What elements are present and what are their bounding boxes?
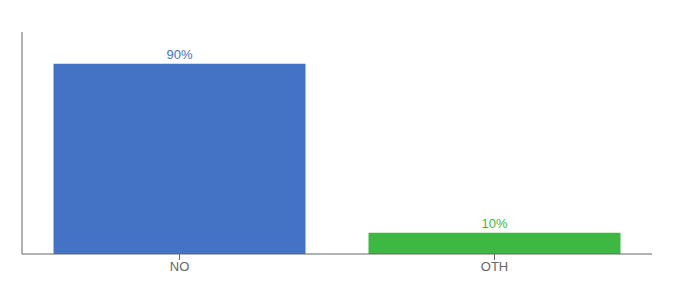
svg-text:10%: 10%: [481, 216, 507, 231]
svg-text:NO: NO: [170, 259, 190, 274]
svg-text:90%: 90%: [166, 47, 192, 62]
svg-text:OTH: OTH: [481, 259, 508, 274]
